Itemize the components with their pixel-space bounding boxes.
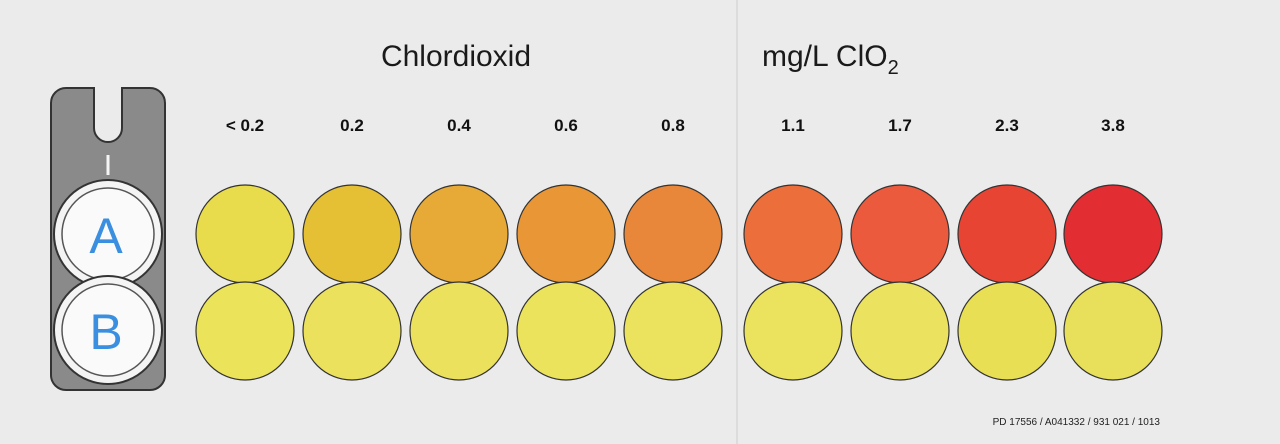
scale-label: 0.8 <box>661 116 685 135</box>
swatch-b <box>195 281 295 381</box>
swatch-b <box>743 281 843 381</box>
swatch-b <box>850 281 950 381</box>
swatch-a <box>195 184 295 284</box>
slot-label: A <box>89 208 123 264</box>
unit: mg/L ClO2 <box>762 40 899 79</box>
scale-label: 0.2 <box>340 116 364 135</box>
unit-text: mg/L ClO <box>762 40 888 73</box>
swatch-a <box>516 184 616 284</box>
swatch-a <box>957 184 1057 284</box>
swatch-a <box>1063 184 1163 284</box>
swatch-b <box>623 281 723 381</box>
swatch-a <box>850 184 950 284</box>
swatch-a <box>409 184 509 284</box>
scale-label: 3.8 <box>1101 116 1125 135</box>
scale-label: 0.6 <box>554 116 578 135</box>
scale-label: < 0.2 <box>226 116 264 135</box>
comparator-holder: A B <box>50 87 166 391</box>
footer-code: PD 17556 / A041332 / 931 021 / 1013 <box>993 417 1161 428</box>
swatch-b <box>409 281 509 381</box>
swatch-a <box>743 184 843 284</box>
slot-label: B <box>89 304 122 360</box>
scale-label: 0.4 <box>447 116 471 135</box>
swatch-b <box>957 281 1057 381</box>
swatch-a <box>623 184 723 284</box>
scale-label: 2.3 <box>995 116 1019 135</box>
unit-subscript: 2 <box>888 57 899 79</box>
swatch-b <box>1063 281 1163 381</box>
swatch-b <box>516 281 616 381</box>
scale-label: 1.1 <box>781 116 805 135</box>
title: Chlordioxid <box>381 40 531 73</box>
swatch-b <box>302 281 402 381</box>
scale-label: 1.7 <box>888 116 912 135</box>
swatch-a <box>302 184 402 284</box>
slot-inner <box>61 283 155 377</box>
